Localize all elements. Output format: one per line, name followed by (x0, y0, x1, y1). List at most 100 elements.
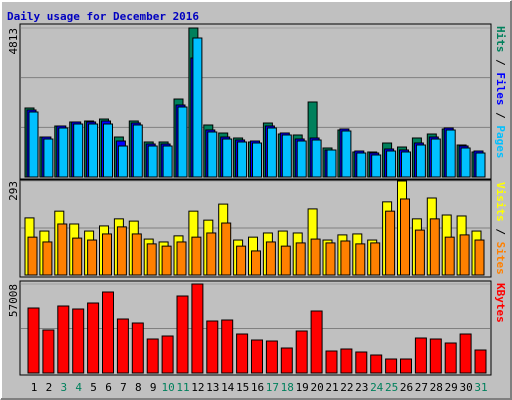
bar (146, 243, 157, 276)
bar (295, 330, 308, 374)
bar (474, 239, 485, 276)
bar (444, 342, 457, 374)
x-tick-label: 15 (236, 381, 249, 394)
x-tick-label: 1 (31, 381, 38, 394)
x-tick-label: 29 (445, 381, 458, 394)
bar (429, 338, 442, 374)
x-tick-label: 30 (459, 381, 472, 394)
bar (162, 145, 173, 178)
legend-entry: Hits (494, 26, 507, 53)
x-tick-label: 10 (161, 381, 174, 394)
legend: KBytes (494, 283, 507, 323)
bar (161, 245, 172, 276)
legend: Visits / Sites (494, 182, 507, 275)
bar (221, 222, 232, 276)
bar (370, 242, 381, 276)
x-tick-label: 20 (310, 381, 323, 394)
legend-separator: / (494, 59, 507, 66)
bar (176, 241, 187, 276)
bar (221, 319, 234, 374)
bar (102, 233, 112, 276)
x-tick-label: 2 (46, 381, 53, 394)
bar (192, 37, 203, 178)
bar (87, 302, 100, 374)
bar (386, 150, 397, 178)
x-tick-label: 12 (191, 381, 204, 394)
bar (28, 111, 39, 178)
legend-separator: / (494, 112, 507, 119)
legend-entry: Files (494, 72, 507, 105)
bar (103, 123, 113, 178)
x-tick-label: 19 (296, 381, 309, 394)
bar (266, 127, 277, 178)
x-tick-label: 18 (281, 381, 294, 394)
bar (311, 139, 322, 178)
bar (236, 245, 247, 276)
bar (280, 347, 293, 374)
bar (460, 147, 471, 178)
bar (207, 131, 218, 178)
legend-separator: / (494, 228, 507, 235)
bar (340, 240, 351, 276)
bar (222, 138, 233, 178)
x-tick-label: 24 (370, 381, 384, 394)
bar (414, 337, 427, 374)
bar (206, 232, 217, 276)
x-tick-label: 5 (90, 381, 97, 394)
bar (27, 307, 40, 374)
chart-title: Daily usage for December 2016 (7, 10, 199, 23)
bar (265, 340, 278, 374)
bar (206, 320, 219, 374)
x-tick-label: 31 (474, 381, 487, 394)
x-tick-label: 21 (325, 381, 338, 394)
bar (102, 291, 114, 374)
bar (401, 151, 411, 178)
bar (444, 236, 455, 276)
x-tick-label: 27 (415, 381, 428, 394)
bar (117, 145, 128, 178)
x-tick-label: 23 (355, 381, 368, 394)
bar (58, 127, 69, 178)
legend-entry: Sites (494, 242, 507, 275)
bar (265, 241, 276, 276)
bar (325, 350, 338, 374)
bar (445, 129, 456, 178)
bar (326, 149, 337, 178)
bar (252, 142, 262, 178)
bar (400, 198, 410, 276)
bar (400, 358, 412, 374)
bar (132, 124, 143, 178)
y-tick-label: 4813 (7, 28, 20, 55)
bar (430, 138, 441, 178)
bar (385, 358, 398, 374)
bar (191, 283, 204, 374)
x-tick-label: 13 (206, 381, 219, 394)
bar (116, 318, 129, 374)
bar (371, 154, 382, 178)
bar (251, 250, 261, 276)
bar (310, 310, 323, 374)
x-tick-label: 4 (75, 381, 82, 394)
x-tick-label: 17 (266, 381, 279, 394)
bar (341, 130, 352, 178)
bar (161, 335, 174, 374)
bar (42, 241, 53, 276)
bar (355, 243, 366, 276)
bar (146, 338, 159, 374)
bar (73, 123, 84, 178)
bar (57, 305, 70, 374)
bar (57, 223, 68, 276)
bar (355, 351, 368, 374)
bar (356, 152, 367, 178)
y-tick-label: 57008 (7, 284, 20, 317)
bar (414, 229, 425, 276)
bar (72, 308, 85, 374)
bar (27, 236, 38, 276)
x-tick-label: 7 (120, 381, 127, 394)
bar (147, 145, 158, 178)
bar (88, 123, 99, 178)
bar (131, 233, 142, 276)
